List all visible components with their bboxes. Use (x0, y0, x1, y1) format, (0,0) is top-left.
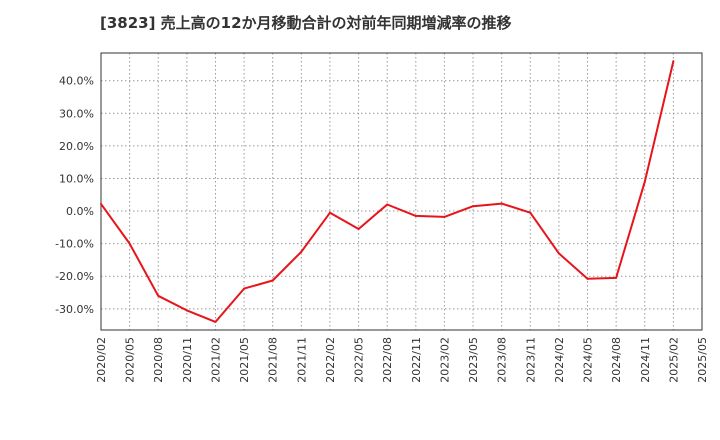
y-tick-label: -30.0% (55, 303, 94, 316)
y-tick-label: 40.0% (59, 75, 94, 88)
x-tick-label: 2023/05 (467, 337, 480, 383)
data-point (328, 211, 331, 214)
x-tick-label: 2021/08 (267, 337, 280, 383)
x-tick-label: 2020/05 (124, 337, 137, 383)
x-tick-label: 2021/11 (295, 337, 308, 383)
data-point (500, 202, 503, 205)
data-point (300, 250, 303, 253)
x-tick-label: 2021/02 (209, 337, 222, 383)
data-point (472, 205, 475, 208)
x-tick-label: 2023/11 (524, 337, 537, 383)
x-tick-label: 2022/11 (410, 337, 423, 383)
data-point (386, 203, 389, 206)
y-tick-label: 20.0% (59, 140, 94, 153)
data-point (672, 60, 675, 63)
plot-frame (100, 52, 703, 331)
data-point (157, 294, 160, 297)
x-tick-label: 2022/02 (324, 337, 337, 383)
x-tick-label: 2022/08 (381, 337, 394, 383)
x-tick-label: 2023/08 (496, 337, 509, 383)
data-point (586, 277, 589, 280)
x-tick-label: 2021/05 (238, 337, 251, 383)
x-tick-label: 2024/11 (639, 337, 652, 383)
x-tick-label: 2024/02 (553, 337, 566, 383)
data-point (443, 215, 446, 218)
y-tick-label: 0.0% (66, 205, 94, 218)
data-point (529, 211, 532, 214)
y-tick-label: 30.0% (59, 107, 94, 120)
data-point (271, 279, 274, 282)
data-point (557, 252, 560, 255)
x-tick-label: 2020/02 (95, 337, 108, 383)
data-point (243, 287, 246, 290)
data-point (100, 202, 102, 205)
data-point (357, 227, 360, 230)
x-tick-label: 2020/11 (181, 337, 194, 383)
data-point (128, 242, 131, 245)
data-point (615, 276, 618, 279)
data-point (643, 180, 646, 183)
x-tick-label: 2024/08 (610, 337, 623, 383)
y-tick-label: 10.0% (59, 172, 94, 185)
x-tick-label: 2023/02 (438, 337, 451, 383)
data-point (185, 309, 188, 312)
chart-title: [3823] 売上高の12か月移動合計の対前年同期増減率の推移 (100, 14, 512, 32)
x-tick-label: 2025/05 (696, 337, 709, 383)
x-tick-label: 2024/05 (582, 337, 595, 383)
y-tick-label: -10.0% (55, 238, 94, 251)
x-tick-label: 2022/05 (353, 337, 366, 383)
x-tick-label: 2020/08 (152, 337, 165, 383)
plot-area (101, 53, 702, 330)
y-tick-label: -20.0% (55, 270, 94, 283)
data-point (214, 320, 217, 323)
x-tick-label: 2025/02 (667, 337, 680, 383)
data-point (414, 214, 417, 217)
